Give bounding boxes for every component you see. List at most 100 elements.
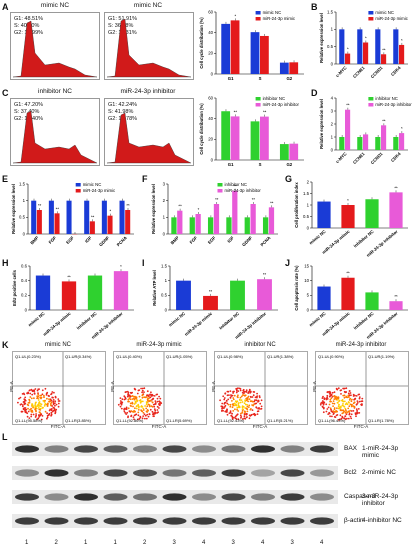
cell-dot	[343, 396, 346, 399]
quadrant-ll: Q1-LL(92.43%)	[217, 418, 245, 423]
protein-band	[251, 493, 275, 501]
category-label: GDNF	[98, 235, 110, 247]
stat-s: S: 37.40%	[14, 109, 40, 115]
y-tick-label: 0.6	[21, 263, 28, 268]
cell-dot	[38, 415, 41, 418]
cell-dot	[156, 409, 159, 411]
cell-dot	[29, 408, 31, 411]
cell-dot	[355, 415, 357, 418]
cell-dot	[333, 416, 336, 418]
category-label: S	[259, 76, 262, 81]
panel-letter-l: L	[2, 432, 8, 442]
y-axis-label: Cell proliferation index	[294, 182, 299, 228]
cell-dot	[257, 407, 260, 410]
y-tick-label: 0	[165, 307, 168, 312]
cell-dot	[27, 410, 30, 413]
bar	[363, 42, 369, 64]
y-axis-label: Cell cycle distribution (%)	[199, 103, 204, 155]
category-label: miR-24-3p mimic	[42, 311, 72, 337]
cell-dot	[223, 403, 226, 405]
cell-dot	[336, 398, 339, 401]
cell-dot	[344, 418, 347, 421]
legend-label: mimic NC	[83, 182, 102, 187]
significance-star: *	[198, 207, 200, 212]
cell-dot	[229, 403, 232, 406]
bar	[262, 217, 269, 234]
legend-swatch	[217, 183, 223, 187]
significance-star: **	[263, 110, 267, 115]
protein-band	[133, 469, 157, 477]
x-axis-label: FITC-A	[353, 424, 369, 429]
significance-star: *	[401, 126, 403, 131]
cell-dot	[129, 402, 132, 405]
cell-dot	[153, 405, 156, 408]
y-axis-label: Cell apoptosis rate (%)	[294, 265, 299, 311]
cell-dot	[250, 408, 252, 410]
cell-dot	[340, 417, 343, 420]
y-tick-label: 1	[331, 27, 334, 32]
cell-dot	[251, 396, 254, 398]
cell-dot	[143, 396, 145, 399]
quadrant-lr: Q1-LR(1.78%)	[368, 418, 394, 423]
cell-dot	[125, 413, 128, 415]
significance-star: **	[215, 197, 219, 202]
chart-i: 0 0.5 1 1.5 Relative ATP level mimic NC ** miR-…	[152, 263, 278, 340]
cell-dot	[156, 400, 159, 403]
cell-dot	[326, 398, 329, 400]
cell-dot	[137, 409, 140, 411]
bar	[176, 280, 191, 310]
protein-band	[251, 469, 275, 477]
cell-dot	[247, 406, 250, 408]
cell-dot	[233, 404, 236, 407]
cell-dot	[37, 399, 40, 401]
cell-dot	[24, 410, 27, 413]
cell-dot	[154, 400, 157, 402]
cell-dot	[155, 412, 157, 414]
bar	[260, 35, 269, 74]
cell-dot	[129, 391, 132, 394]
cell-dot	[53, 391, 55, 394]
cell-dot	[254, 396, 257, 399]
cell-dot	[228, 394, 230, 396]
legend-swatch	[368, 17, 374, 21]
cell-dot	[23, 407, 26, 409]
cell-dot	[42, 400, 45, 402]
cell-dot	[55, 403, 58, 406]
cell-dot	[159, 397, 162, 400]
y-axis-label: Cell cycle distribution (%)	[199, 17, 204, 69]
cell-dot	[57, 405, 60, 408]
cell-dot	[322, 403, 325, 406]
significance-star: **	[233, 184, 237, 189]
significance-star: **	[38, 203, 42, 208]
significance-star: *	[347, 47, 349, 52]
cell-dot	[248, 398, 251, 400]
cell-dot	[43, 405, 46, 407]
blot-bands	[15, 493, 334, 501]
protein-band	[251, 517, 275, 525]
cell-dot	[337, 402, 339, 404]
cell-dot	[34, 388, 37, 390]
y-tick-label: 40	[208, 30, 213, 35]
cell-dot	[340, 405, 342, 408]
cell-dot	[245, 413, 248, 416]
cell-dot	[348, 390, 351, 392]
cell-dot	[325, 403, 328, 406]
cell-dot	[48, 400, 50, 403]
legend-label: miR-24-3p inhibitor	[225, 188, 262, 193]
panel-letter-b: B	[311, 2, 318, 12]
bar	[357, 137, 363, 150]
cell-dot	[231, 412, 233, 415]
cell-dot	[37, 393, 40, 396]
protein-band	[44, 445, 69, 453]
cell-dot	[24, 399, 27, 402]
cell-dot	[357, 412, 359, 414]
cell-dot	[232, 410, 235, 412]
stat-g1: G1: 48.51%	[14, 16, 44, 22]
lane-number: 1	[84, 540, 88, 546]
cell-dot	[342, 411, 345, 414]
quadrant-ul: Q1-UL(0.40%)	[116, 354, 142, 359]
protein-band	[103, 445, 128, 453]
cell-dot	[46, 391, 49, 394]
cell-dot	[133, 409, 135, 412]
